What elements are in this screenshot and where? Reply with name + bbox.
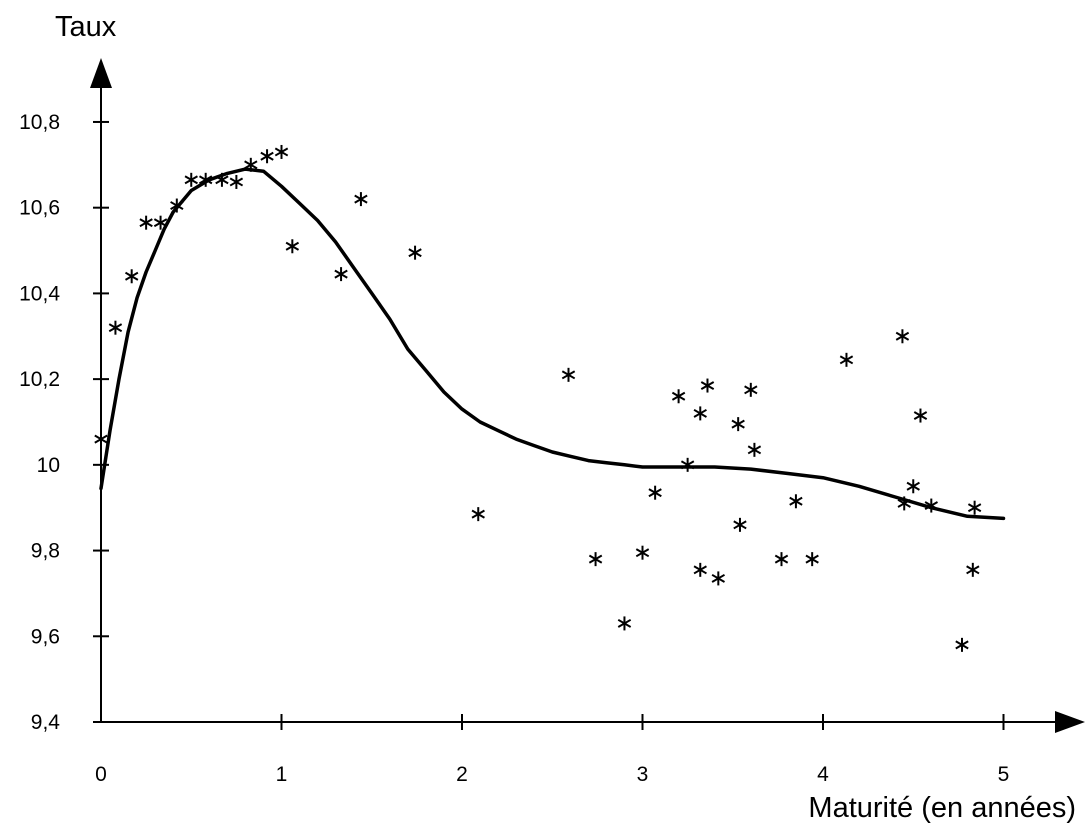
scatter-point	[635, 545, 650, 560]
scatter-point	[924, 498, 939, 513]
scatter-point	[471, 507, 485, 522]
scatter-point	[198, 172, 213, 187]
scatter-point	[170, 198, 184, 213]
y-tick-label: 10	[37, 454, 60, 477]
y-tick-label: 10,8	[19, 111, 60, 134]
scatter-point	[334, 267, 348, 282]
scatter-point	[244, 157, 258, 172]
scatter-point	[184, 172, 198, 187]
y-tick-label: 9,6	[31, 625, 60, 648]
scatter-point	[108, 320, 123, 335]
scatter-point	[913, 408, 928, 423]
scatter-point	[789, 494, 803, 509]
y-tick-label: 10,4	[19, 282, 60, 305]
scatter-point	[839, 352, 854, 367]
scatter-point	[897, 496, 911, 511]
x-tick-label: 5	[998, 763, 1010, 786]
fitted-curve-line	[99, 167, 1006, 521]
y-axis-arrow	[90, 58, 112, 88]
scatter-point	[617, 616, 632, 631]
scatter-point	[260, 149, 274, 164]
x-axis-title: Maturité (en années)	[808, 792, 1076, 824]
x-tick-label: 0	[95, 763, 107, 786]
scatter-point	[966, 562, 980, 577]
y-tick-label: 9,4	[31, 711, 61, 734]
scatter-point	[285, 239, 300, 254]
scatter-point	[408, 245, 422, 260]
scatter-point	[648, 485, 662, 500]
scatter-point	[229, 174, 244, 189]
scatter-point	[693, 562, 707, 577]
scatter-point	[711, 571, 726, 586]
x-axis-arrow	[1055, 711, 1085, 733]
scatter-point	[588, 552, 603, 567]
scatter-point	[124, 269, 139, 284]
scatter-point	[967, 500, 982, 515]
y-tick-label: 10,2	[19, 368, 60, 391]
y-tick-label: 9,8	[31, 540, 60, 563]
scatter-point	[561, 367, 576, 382]
x-tick-label: 3	[637, 763, 649, 786]
scatter-point	[774, 552, 789, 567]
axes	[90, 58, 1085, 733]
scatter-point	[215, 172, 229, 187]
scatter-point	[354, 192, 368, 207]
scatter-point	[744, 382, 758, 397]
scatter-point	[153, 215, 168, 230]
scatter-point	[693, 406, 707, 421]
scatter-point	[731, 417, 745, 432]
scatter-point	[680, 457, 695, 472]
x-tick-label: 1	[276, 763, 288, 786]
scatter-point	[274, 144, 289, 159]
y-tick-label: 10,6	[19, 197, 60, 220]
y-axis-title: Taux	[55, 11, 117, 43]
scatter-point	[906, 479, 920, 494]
ticks: 0 1 2 3 4 5 9,4 9,6 9,8 10 10,2 10,4 10,6 10,8	[19, 111, 1009, 786]
scatter-point	[895, 329, 910, 344]
scatter-point	[671, 389, 686, 404]
scatter-point	[747, 442, 762, 457]
scatter-point	[955, 637, 969, 652]
scatter-point	[94, 432, 108, 447]
scatter-points	[94, 144, 982, 652]
scatter-point	[139, 215, 153, 230]
x-tick-label: 4	[817, 763, 829, 786]
scatter-point	[700, 378, 715, 393]
x-tick-label: 2	[456, 763, 468, 786]
scatter-point	[805, 552, 819, 567]
fitted-curve	[99, 167, 1006, 521]
scatter-point	[733, 517, 747, 532]
